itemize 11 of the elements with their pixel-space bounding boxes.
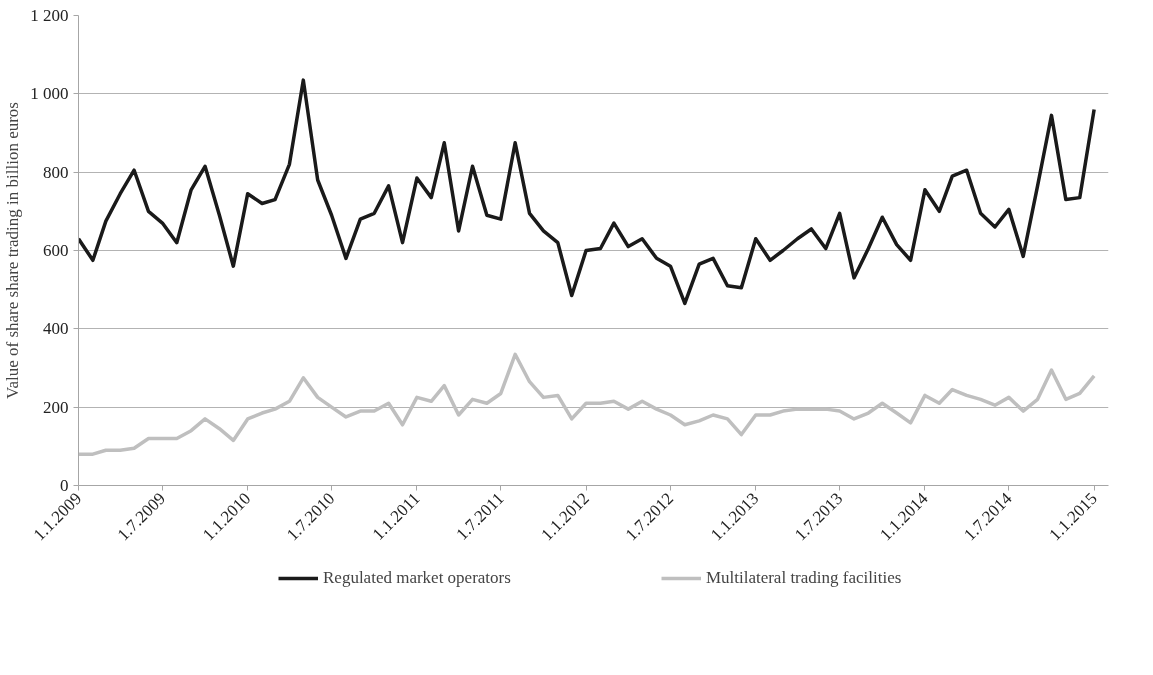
y-tick-label: 400 — [43, 319, 69, 339]
line-series — [78, 78, 1096, 306]
legend-label: Regulated market operators — [323, 568, 511, 588]
y-axis-title: Value of share share trading in billion euros — [3, 102, 23, 399]
y-tick-label: 1 000 — [30, 84, 69, 104]
y-tick-label: 800 — [43, 162, 69, 182]
y-tick-label: 1 200 — [30, 6, 69, 25]
y-tick-label: 0 — [60, 476, 69, 495]
legend-label: Multilateral trading facilities — [705, 568, 902, 588]
y-tick-label: 200 — [43, 397, 69, 417]
y-tick-label: 600 — [43, 241, 69, 260]
